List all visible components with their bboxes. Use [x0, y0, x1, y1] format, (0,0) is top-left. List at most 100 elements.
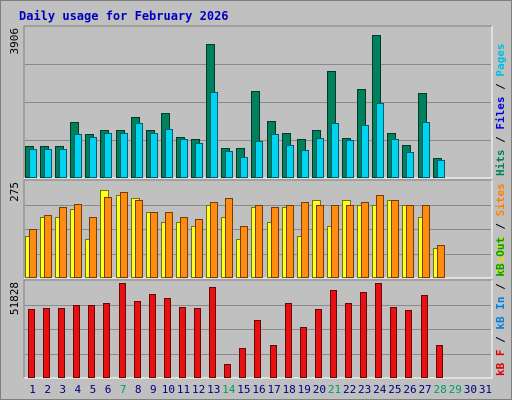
bar-sites-day-9: [150, 212, 158, 278]
bar-sites-day-4: [74, 204, 82, 278]
bar-kb-f-day-27: [421, 295, 428, 378]
bar-files-day-3: [59, 149, 67, 178]
bar-sites-day-2: [44, 215, 52, 278]
panel-legend: Visits / Sites: [494, 183, 507, 276]
panel-hits-files-pages: 3906 Hits / Files / Pages: [8, 25, 507, 179]
chart-title: Daily usage for February 2026: [19, 9, 229, 23]
x-tick-day-29: 29: [449, 383, 462, 396]
bar-sites-day-25: [391, 200, 399, 278]
x-tick-day-9: 9: [150, 383, 157, 396]
x-tick-day-1: 1: [29, 383, 36, 396]
legend-entry: kB In: [494, 297, 507, 330]
bar-files-day-10: [165, 129, 173, 178]
bar-kb-f-day-5: [88, 305, 95, 378]
bar-kb-f-day-23: [360, 292, 367, 378]
x-tick-day-6: 6: [105, 383, 112, 396]
bar-kb-f-day-9: [149, 294, 156, 378]
bar-sites-day-16: [255, 205, 263, 278]
panel-border-dark: [23, 179, 492, 278]
bar-sites-day-6: [104, 197, 112, 278]
bar-sites-day-24: [376, 195, 384, 278]
x-tick-day-5: 5: [90, 383, 97, 396]
x-tick-day-31: 31: [479, 383, 492, 396]
bar-sites-day-14: [225, 198, 233, 278]
bar-files-day-28: [437, 160, 445, 178]
legend-entry: Hits: [494, 150, 507, 177]
bar-kb-f-day-17: [270, 345, 277, 378]
panel-max-label: 275: [8, 182, 21, 202]
bar-kb-f-day-8: [134, 301, 141, 378]
legend-separator: /: [494, 77, 507, 97]
bar-sites-day-19: [301, 202, 309, 278]
bar-files-day-1: [29, 149, 37, 178]
bar-files-day-18: [286, 145, 294, 178]
bar-sites-day-20: [316, 205, 324, 278]
x-tick-day-2: 2: [44, 383, 51, 396]
bar-files-day-2: [44, 149, 52, 178]
bar-files-day-6: [104, 133, 112, 178]
x-tick-day-21: 21: [328, 383, 341, 396]
bar-kb-f-day-26: [405, 310, 412, 378]
bar-kb-f-day-28: [436, 345, 443, 378]
bar-sites-day-8: [135, 200, 143, 278]
bar-sites-day-7: [120, 192, 128, 278]
bar-sites-day-5: [89, 217, 97, 278]
bar-sites-day-3: [59, 207, 67, 278]
bar-sites-day-22: [346, 205, 354, 278]
x-tick-day-30: 30: [464, 383, 477, 396]
x-axis-tick-labels: 1 2 3 4 5 6 7 8 9 10 11 12 13 14 15 16 17 18 19 20 21 22 23 24 2…: [29, 383, 492, 396]
bar-kb-f-day-24: [375, 283, 382, 378]
bar-files-day-19: [301, 150, 309, 178]
bar-kb-f-day-19: [300, 327, 307, 378]
bar-files-day-9: [150, 133, 158, 178]
legend-separator: /: [494, 216, 507, 236]
bar-kb-f-day-10: [164, 298, 171, 378]
x-tick-day-27: 27: [418, 383, 431, 396]
bar-sites-day-15: [240, 226, 248, 278]
bar-files-day-14: [225, 151, 233, 178]
x-tick-day-20: 20: [313, 383, 326, 396]
x-tick-day-4: 4: [75, 383, 82, 396]
x-tick-day-7: 7: [120, 383, 127, 396]
legend-entry: Pages: [494, 44, 507, 77]
x-tick-day-3: 3: [59, 383, 66, 396]
bar-kb-f-day-1: [28, 309, 35, 378]
series-files: [29, 92, 445, 178]
bar-sites-day-1: [29, 229, 37, 278]
panel-legend: kB F / kB In / kB Out: [494, 237, 507, 376]
x-tick-day-14: 14: [222, 383, 236, 396]
bar-sites-day-28: [437, 245, 445, 278]
legend-separator: /: [494, 277, 507, 297]
legend-separator: /: [494, 130, 507, 150]
bar-kb-f-day-14: [224, 364, 231, 378]
bar-kb-f-day-18: [285, 303, 292, 378]
bar-kb-f-day-12: [194, 308, 201, 378]
bar-sites-day-11: [180, 217, 188, 278]
bar-kb-f-day-4: [73, 305, 80, 378]
panels: 3906 Hits / Files / Pages 275 Visits / Site…: [8, 25, 507, 379]
bar-sites-day-10: [165, 212, 173, 278]
x-tick-day-24: 24: [373, 383, 387, 396]
bar-files-day-20: [316, 138, 324, 178]
bar-sites-day-13: [210, 202, 218, 278]
bar-sites-day-12: [195, 219, 203, 278]
bar-kb-f-day-20: [315, 309, 322, 378]
bar-files-day-21: [331, 123, 339, 178]
x-tick-day-17: 17: [267, 383, 280, 396]
panel-kb: 51828 kB F / kB In / kB Out: [8, 237, 507, 379]
series-sites: [29, 192, 445, 278]
bar-kb-f-day-25: [390, 307, 397, 378]
x-tick-day-26: 26: [403, 383, 416, 396]
bar-sites-day-27: [422, 205, 430, 278]
bar-files-day-26: [406, 152, 414, 178]
panel-border-dark: [23, 25, 492, 178]
x-tick-day-19: 19: [298, 383, 311, 396]
bar-kb-f-day-22: [345, 303, 352, 378]
bar-files-day-17: [271, 134, 279, 178]
legend-entry: Visits: [494, 236, 507, 276]
bar-kb-f-day-2: [43, 308, 50, 378]
panel-max-label: 3906: [8, 28, 21, 55]
legend-entry: Files: [494, 97, 507, 130]
bar-kb-f-day-7: [119, 283, 126, 378]
